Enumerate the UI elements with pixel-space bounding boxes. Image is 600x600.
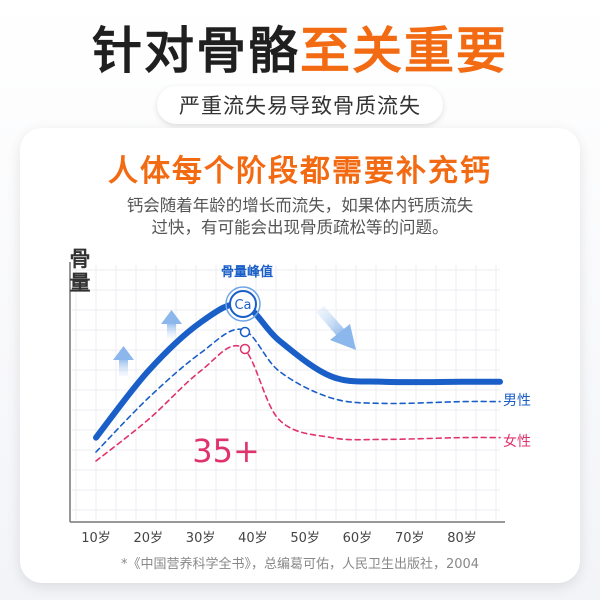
fall-arrow [316,306,356,350]
x-tick-label: 60岁 [343,531,373,546]
legend-male: 男性 [503,393,531,409]
headline-orange-part: 至关重要 [300,22,508,80]
peak-dot-female [239,343,251,355]
peak-label: 骨量峰值 [221,264,273,280]
peak-ca-ring [225,286,261,322]
age-35-annotation: 35+ [192,432,260,470]
x-tick-label: 50岁 [290,531,320,546]
series-layer [93,300,503,462]
series-line-female [95,344,501,462]
card-description: 钙会随着年龄的增长而流失，如果体内钙质流失 过快，有可能会出现骨质疏松等的问题。 [90,195,510,239]
rise-arrow-2 [161,310,182,338]
subtitle-pill: 严重流失易导致骨质流失 [157,86,443,124]
main-headline: 针对骨骼至关重要 [0,18,600,84]
x-tick-label: 20岁 [134,531,164,546]
x-tick-label: 40岁 [238,531,268,546]
x-tick-label: 30岁 [186,531,216,546]
legend-female: 女性 [503,433,531,450]
desc-line-2: 过快，有可能会出现骨质疏松等的问题。 [151,218,449,237]
series-line-dashed-blue [95,328,501,453]
source-footnote: *《中国营养科学全书》，总编葛可佑，人民卫生出版社，2004 [120,557,480,572]
x-tick-label: 70岁 [395,531,425,546]
chart-grid [72,265,500,520]
x-tick-label: 80岁 [447,531,477,546]
desc-line-1: 钙会随着年龄的增长而流失，如果体内钙质流失 [126,196,474,215]
y-axis-label-char-2: 量 [70,271,91,295]
peak-ca-icon [229,290,257,318]
rise-arrow-1 [113,346,134,376]
card-title: 人体每个阶段都需要补充钙 [108,154,492,189]
peak-ca-text: Ca [234,298,251,313]
x-tick-label: 10岁 [81,531,111,546]
series-line-male [93,300,503,441]
peak-dot-dashed-blue [239,326,251,338]
y-axis-label-char-1: 骨 [70,247,91,271]
x-tick-labels: 10岁 20岁 30岁 40岁 50岁 60岁 70岁 80岁 [81,531,477,546]
headline-dark-part: 针对骨骼 [92,22,300,80]
